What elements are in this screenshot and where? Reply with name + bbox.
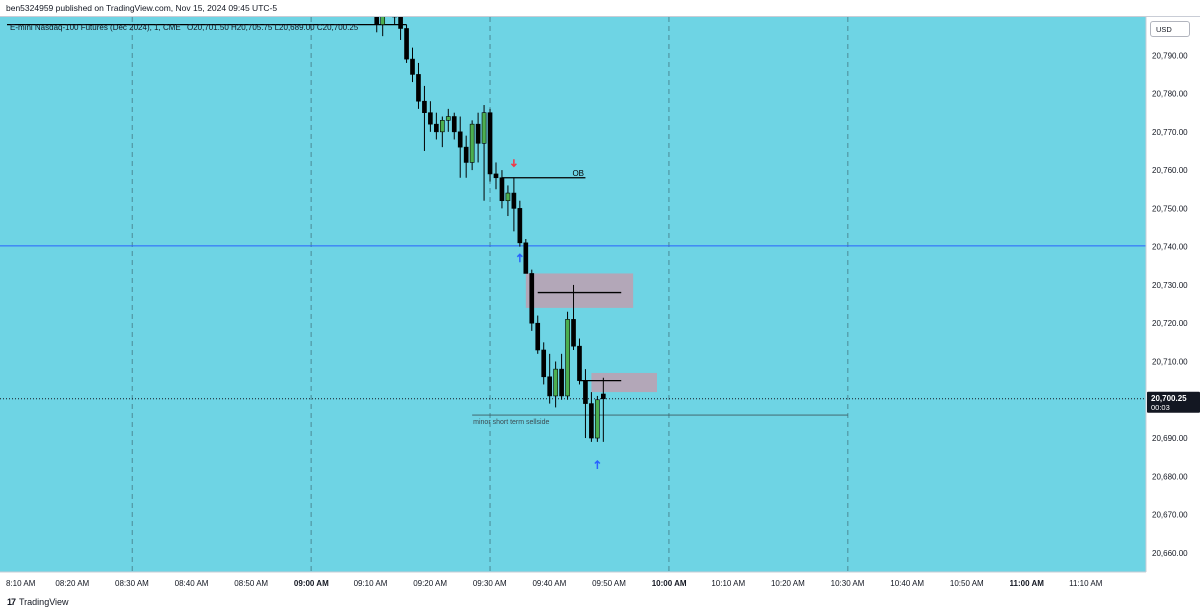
time-tick-label: 09:00 AM: [294, 579, 329, 588]
time-tick-label: 10:50 AM: [950, 579, 984, 588]
price-axis[interactable]: [1146, 17, 1200, 591]
bear-candle[interactable]: [416, 74, 421, 102]
price-tick-label: 20,720.00: [1152, 319, 1188, 328]
bull-candle[interactable]: [445, 116, 451, 121]
bear-candle[interactable]: [523, 242, 529, 274]
time-tick-label: 8:10 AM: [6, 579, 36, 588]
time-tick-label: 09:40 AM: [532, 579, 566, 588]
time-axis[interactable]: [0, 572, 1146, 591]
price-tick-label: 20,760.00: [1152, 166, 1188, 175]
bear-candle[interactable]: [547, 376, 552, 397]
arrow-up-icon[interactable]: [516, 253, 523, 263]
bull-candle[interactable]: [439, 120, 445, 133]
bear-candle[interactable]: [601, 393, 606, 400]
time-tick-label: 09:20 AM: [413, 579, 447, 588]
bear-candle[interactable]: [577, 345, 582, 381]
bull-candle[interactable]: [565, 319, 570, 397]
time-tick-label: 10:30 AM: [831, 579, 865, 588]
price-tick-label: 20,790.00: [1152, 51, 1188, 60]
current-price-value: 20,700.25: [1151, 394, 1187, 403]
bear-candle[interactable]: [589, 403, 594, 439]
bear-candle[interactable]: [541, 349, 547, 378]
bear-candle[interactable]: [511, 192, 517, 209]
bull-candle[interactable]: [595, 399, 600, 439]
bear-candle[interactable]: [463, 146, 469, 163]
time-tick-label: 10:20 AM: [771, 579, 805, 588]
bear-candle[interactable]: [398, 17, 403, 29]
imbalance-zone[interactable]: [525, 273, 634, 308]
imbalance-zone[interactable]: [591, 372, 658, 393]
price-tick-label: 20,730.00: [1152, 281, 1188, 290]
price-tick-label: 20,740.00: [1152, 243, 1188, 252]
bear-candle[interactable]: [457, 131, 463, 148]
bear-candle[interactable]: [499, 177, 505, 202]
time-tick-label: 09:30 AM: [473, 579, 507, 588]
candlestick-chart[interactable]: OB minor short term sellside 20,660.00 20,6…: [0, 17, 1200, 591]
price-tick-label: 20,710.00: [1152, 357, 1188, 366]
price-tick-label: 20,670.00: [1152, 511, 1188, 520]
bear-candle[interactable]: [422, 100, 427, 113]
bear-candle[interactable]: [434, 123, 439, 133]
bull-candle[interactable]: [380, 17, 386, 25]
bear-candle[interactable]: [571, 319, 576, 347]
price-tick-label: 20,680.00: [1152, 472, 1188, 481]
countdown-timer: 00:03: [1151, 403, 1170, 412]
price-tick-label: 20,690.00: [1152, 434, 1188, 443]
logo-text: TradingView: [19, 597, 69, 607]
time-tick-label: 10:10 AM: [711, 579, 745, 588]
bear-candle[interactable]: [559, 368, 564, 397]
bear-candle[interactable]: [374, 17, 380, 25]
bull-candle[interactable]: [469, 123, 475, 163]
time-tick-label: 08:40 AM: [175, 579, 209, 588]
publish-info: ben5324959 published on TradingView.com,…: [6, 3, 278, 13]
bear-candle[interactable]: [475, 123, 481, 144]
bear-candle[interactable]: [517, 208, 523, 244]
bear-candle[interactable]: [487, 112, 493, 175]
bear-candle[interactable]: [451, 116, 457, 133]
bear-candle[interactable]: [535, 322, 541, 351]
time-tick-label: 09:50 AM: [592, 579, 626, 588]
bear-candle[interactable]: [529, 273, 535, 324]
logo-mark: 17: [7, 597, 16, 607]
time-tick-label: 08:30 AM: [115, 579, 149, 588]
time-tick-label: 08:50 AM: [234, 579, 268, 588]
ob-label: OB: [572, 169, 584, 178]
bear-candle[interactable]: [410, 58, 415, 75]
time-tick-label: 10:40 AM: [890, 579, 924, 588]
time-tick-label: 08:20 AM: [55, 579, 89, 588]
price-tick-label: 20,770.00: [1152, 128, 1188, 137]
ohlc-values: O20,701.50 H20,705.75 L20,689.00 C20,700…: [186, 23, 359, 32]
arrow-up-icon[interactable]: [594, 459, 601, 469]
currency-selector[interactable]: USD: [1150, 21, 1190, 37]
symbol-title[interactable]: E-mini Nasdaq-100 Futures (Dec 2024), 1,…: [10, 23, 181, 32]
tradingview-logo[interactable]: 17 TradingView: [7, 597, 69, 607]
price-tick-label: 20,660.00: [1152, 549, 1188, 558]
sellside-label: minor short term sellside: [473, 419, 549, 426]
time-tick-label: 09:10 AM: [354, 579, 388, 588]
chart-area[interactable]: OB minor short term sellside 20,660.00 20,6…: [0, 17, 1200, 591]
footer-bar: 17 TradingView: [0, 591, 1200, 614]
bull-candle[interactable]: [481, 112, 487, 144]
current-price-badge: [1147, 391, 1200, 413]
publish-header: ben5324959 published on TradingView.com,…: [0, 0, 1200, 17]
bear-candle[interactable]: [583, 380, 588, 404]
arrow-down-icon[interactable]: [510, 159, 517, 168]
time-tick-label: 11:00 AM: [1010, 579, 1045, 588]
time-tick-label: 10:00 AM: [652, 579, 687, 588]
price-tick-label: 20,750.00: [1152, 204, 1188, 213]
bear-candle[interactable]: [404, 28, 409, 60]
time-tick-label: 11:10 AM: [1069, 579, 1103, 588]
bull-candle[interactable]: [505, 192, 511, 202]
price-tick-label: 20,780.00: [1152, 90, 1188, 99]
symbol-legend[interactable]: E-mini Nasdaq-100 Futures (Dec 2024), 1,…: [10, 23, 358, 32]
bull-candle[interactable]: [553, 368, 558, 397]
bear-candle[interactable]: [428, 112, 433, 125]
bear-candle[interactable]: [493, 173, 499, 179]
